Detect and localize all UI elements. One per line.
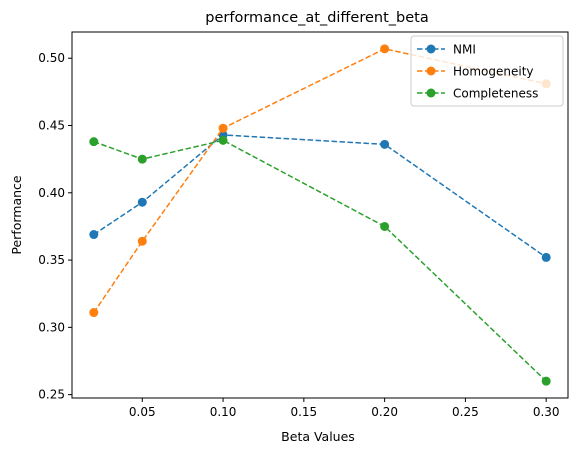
- x-axis-label: Beta Values: [281, 429, 355, 444]
- legend-label-homogeneity: Homogeneity: [453, 65, 534, 79]
- x-tick-label: 0.15: [290, 405, 317, 419]
- data-point-nmi: [137, 197, 147, 207]
- chart-title: performance_at_different_beta: [205, 10, 428, 26]
- y-tick-label: 0.40: [38, 186, 65, 200]
- data-point-completeness: [218, 135, 228, 145]
- series-line-completeness: [93, 139, 547, 382]
- data-point-completeness: [380, 221, 390, 231]
- data-point-completeness: [89, 137, 99, 147]
- data-point-completeness: [137, 154, 147, 164]
- data-point-nmi: [89, 230, 99, 240]
- data-point-homogeneity: [380, 44, 390, 54]
- x-tick-label: 0.20: [371, 405, 398, 419]
- x-tick-label: 0.30: [533, 405, 560, 419]
- y-tick-label: 0.45: [38, 119, 65, 133]
- data-point-homogeneity: [89, 308, 99, 318]
- legend-label-nmi: NMI: [453, 43, 476, 57]
- data-point-nmi: [541, 252, 551, 262]
- data-point-completeness: [541, 376, 551, 386]
- y-tick-label: 0.50: [38, 51, 65, 65]
- legend: NMI Homogeneity Completeness: [410, 35, 564, 107]
- y-axis: 0.25 0.30 0.35 0.40 0.45 0.50: [38, 51, 72, 402]
- legend-marker-homogeneity: [426, 66, 436, 76]
- legend-marker-nmi: [426, 44, 436, 54]
- legend-box: [410, 35, 564, 107]
- data-point-homogeneity: [218, 123, 228, 133]
- y-tick-label: 0.30: [38, 320, 65, 334]
- legend-label-completeness: Completeness: [453, 87, 538, 101]
- x-tick-label: 0.10: [210, 405, 237, 419]
- x-tick-label: 0.05: [129, 405, 156, 419]
- legend-marker-completeness: [426, 88, 436, 98]
- series-line-nmi: [93, 134, 547, 259]
- y-tick-label: 0.25: [38, 388, 65, 402]
- data-point-nmi: [380, 139, 390, 149]
- x-tick-label: 0.25: [452, 405, 479, 419]
- plot-series-layer: [89, 44, 551, 386]
- x-axis: 0.05 0.10 0.15 0.20 0.25 0.30: [129, 398, 560, 419]
- data-point-homogeneity: [137, 236, 147, 246]
- plot-frame: [71, 31, 569, 399]
- y-tick-label: 0.35: [38, 253, 65, 267]
- y-axis-label: Performance: [9, 175, 24, 255]
